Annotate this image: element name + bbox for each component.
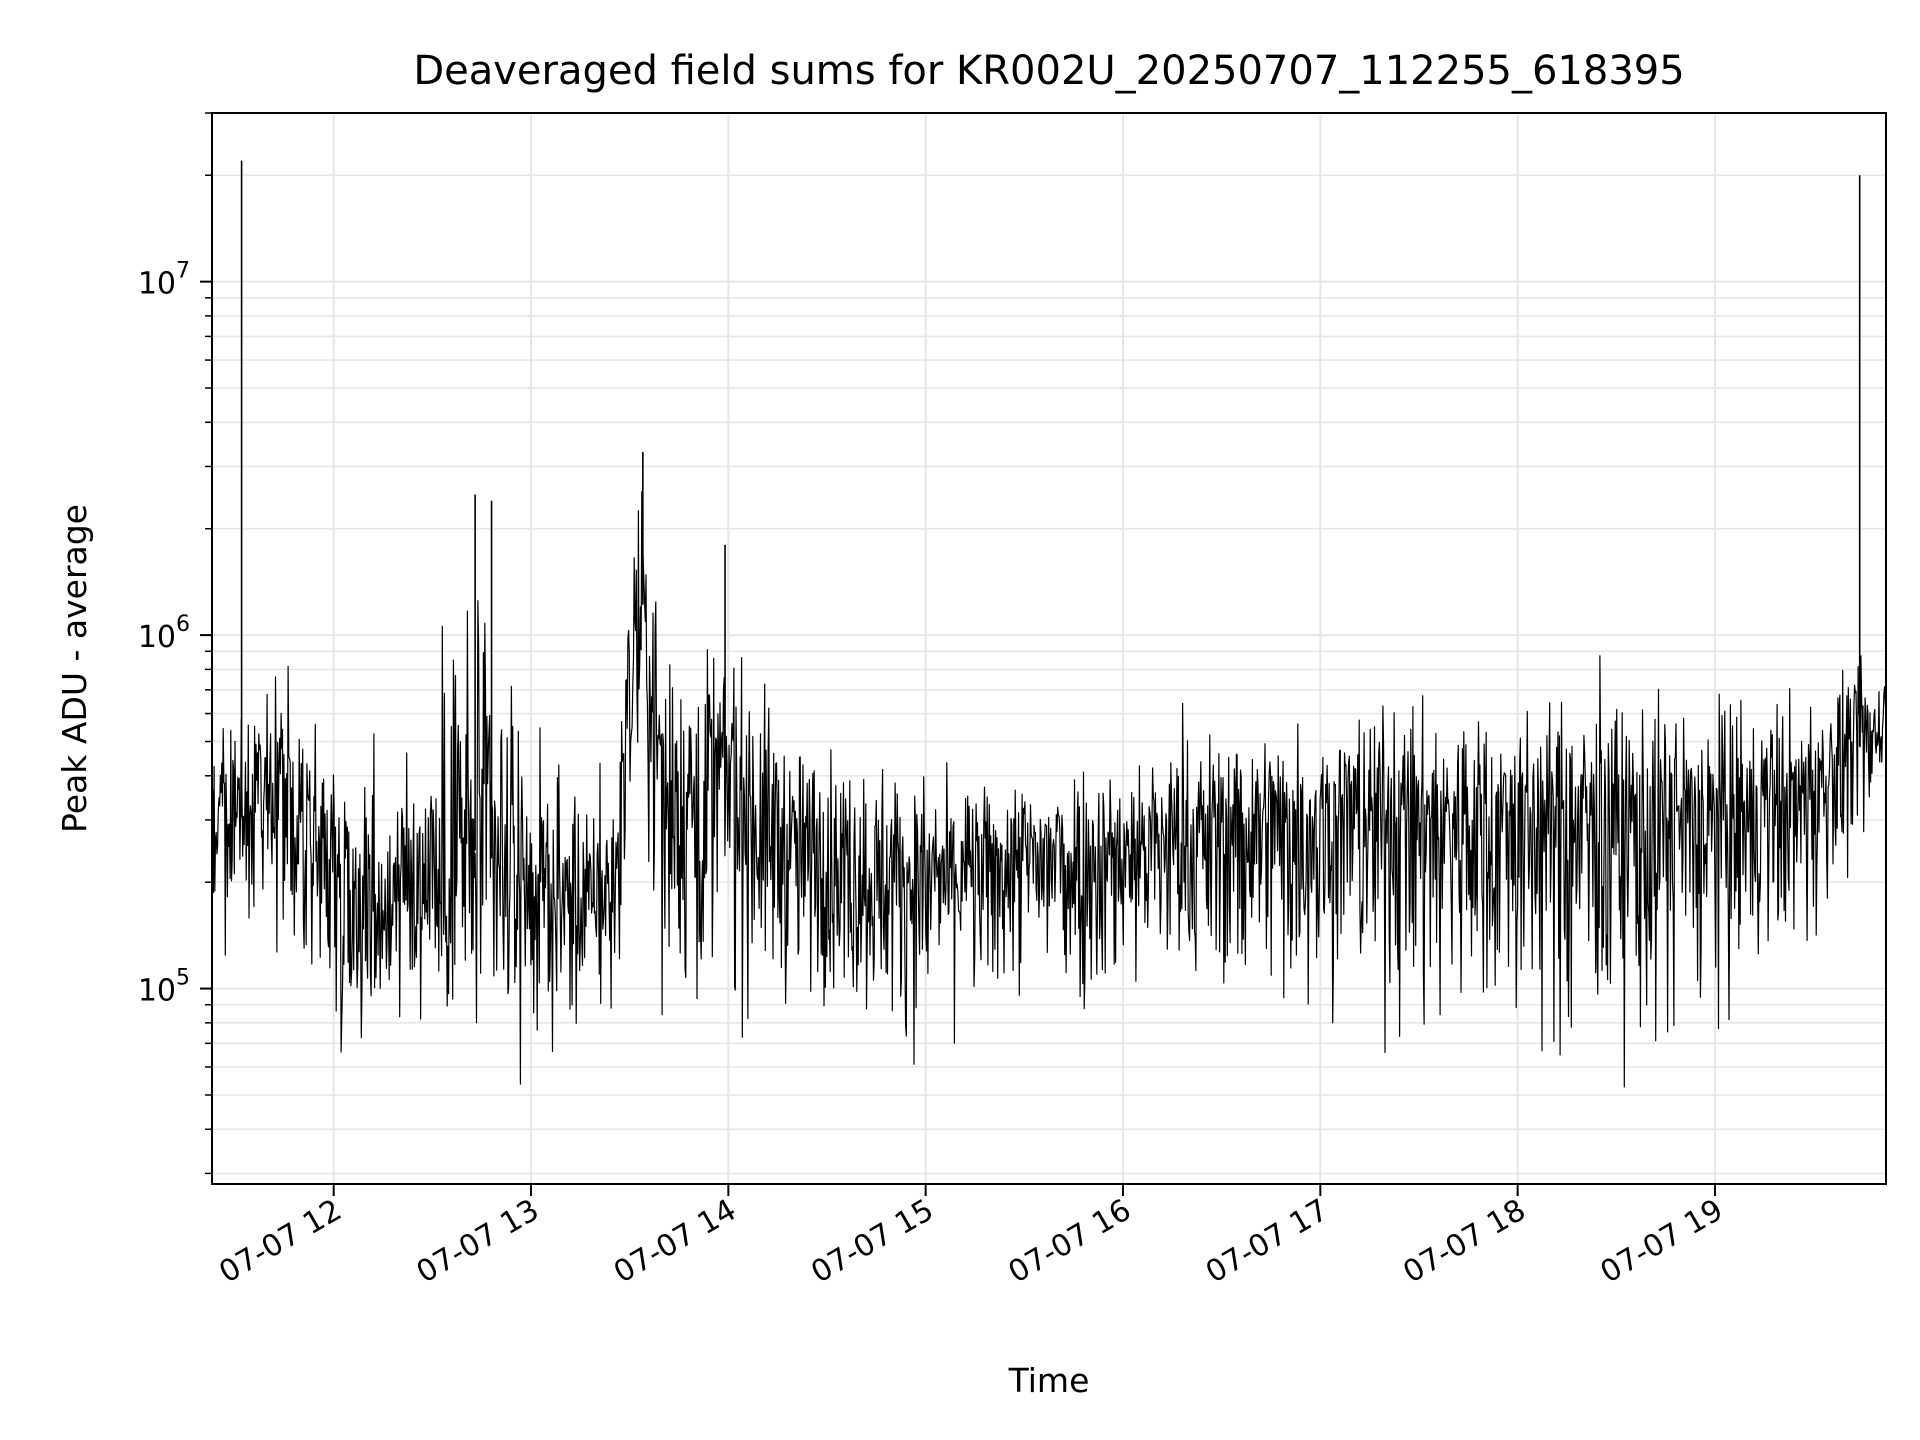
y-tick-base: 10 <box>138 267 176 302</box>
y-tick-base: 10 <box>138 620 176 655</box>
series-line <box>211 160 1887 1088</box>
y-axis-label: Peak ADU - average <box>55 504 94 833</box>
plot-area-frame <box>211 112 1887 1185</box>
y-tick-label: 106 <box>138 612 190 655</box>
y-tick-base: 10 <box>138 974 176 1009</box>
y-tick-label: 107 <box>138 259 190 302</box>
y-tick-exponent: 6 <box>176 612 190 637</box>
chart-title: Deaveraged field sums for KR002U_2025070… <box>413 48 1684 94</box>
y-tick-label: 105 <box>138 966 190 1009</box>
y-tick-exponent: 7 <box>176 259 190 284</box>
x-axis-label: Time <box>1008 1361 1090 1400</box>
y-tick-exponent: 5 <box>176 966 190 991</box>
